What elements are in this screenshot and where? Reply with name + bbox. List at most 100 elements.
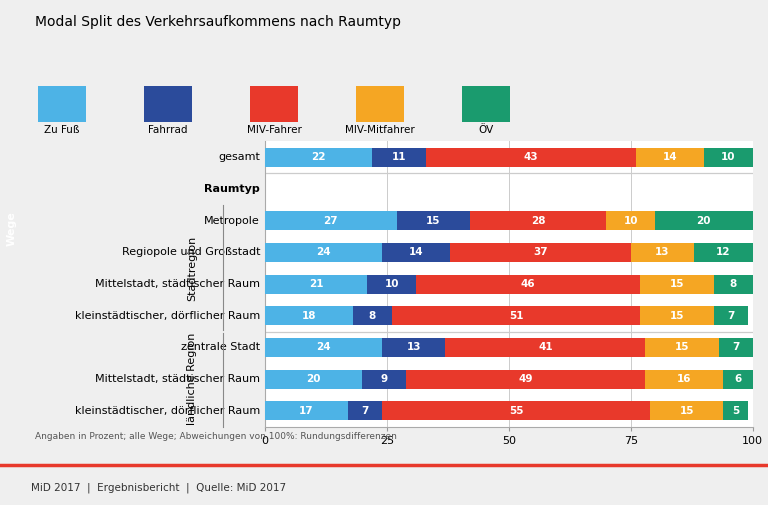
Text: 55: 55 [509, 406, 523, 416]
Bar [265, 306, 353, 325]
Bar [382, 243, 450, 262]
Bar [265, 211, 396, 230]
Text: 24: 24 [316, 247, 331, 258]
Text: 15: 15 [426, 216, 441, 226]
Text: Mittelstadt, städtischer Raum: Mittelstadt, städtischer Raum [95, 279, 260, 289]
Bar [372, 148, 426, 167]
Text: kleinstädtischer, dörflicher Raum: kleinstädtischer, dörflicher Raum [74, 311, 260, 321]
Text: 14: 14 [409, 247, 423, 258]
Text: Metropole: Metropole [204, 216, 260, 226]
Bar [470, 211, 607, 230]
Text: 43: 43 [524, 152, 538, 162]
Text: 24: 24 [316, 342, 331, 352]
Text: 6: 6 [734, 374, 742, 384]
Text: 10: 10 [385, 279, 399, 289]
Bar [704, 148, 753, 167]
Text: 10: 10 [624, 216, 638, 226]
Bar [416, 275, 641, 293]
Text: MiD 2017  |  Ergebnisbericht  |  Quelle: MiD 2017: MiD 2017 | Ergebnisbericht | Quelle: MiD… [31, 482, 286, 493]
Bar [713, 306, 748, 325]
Text: 11: 11 [392, 152, 406, 162]
Bar [348, 401, 382, 420]
Text: 7: 7 [361, 406, 369, 416]
Bar [406, 370, 645, 389]
Text: zentrale Stadt: zentrale Stadt [181, 342, 260, 352]
Bar [607, 211, 655, 230]
Bar [450, 243, 631, 262]
Text: 18: 18 [302, 311, 316, 321]
Text: Modal Split des Verkehrsaufkommens nach Raumtyp: Modal Split des Verkehrsaufkommens nach … [35, 15, 401, 29]
Text: MIV-Mitfahrer: MIV-Mitfahrer [346, 125, 415, 135]
Text: 15: 15 [680, 406, 694, 416]
Text: 21: 21 [309, 279, 323, 289]
Text: 15: 15 [674, 342, 689, 352]
Bar [265, 401, 348, 420]
Bar [362, 370, 406, 389]
Bar [265, 275, 367, 293]
Text: gesamt: gesamt [218, 152, 260, 162]
Bar [631, 243, 694, 262]
Bar [426, 148, 636, 167]
Text: 20: 20 [306, 374, 321, 384]
Bar [265, 243, 382, 262]
Bar [353, 306, 392, 325]
Text: 8: 8 [730, 279, 737, 289]
Text: kleinstädtischer, dörflicher Raum: kleinstädtischer, dörflicher Raum [74, 406, 260, 416]
Text: MIV-Fahrer: MIV-Fahrer [247, 125, 302, 135]
Text: 12: 12 [716, 247, 730, 258]
Bar [382, 401, 650, 420]
Bar [641, 275, 713, 293]
Bar [694, 243, 753, 262]
Bar [641, 306, 713, 325]
Text: 41: 41 [538, 342, 553, 352]
Text: Zu Fuß: Zu Fuß [45, 125, 80, 135]
Text: 15: 15 [670, 279, 684, 289]
Text: Wege: Wege [6, 211, 17, 246]
Bar [719, 338, 753, 357]
Text: 49: 49 [518, 374, 533, 384]
Bar [645, 338, 719, 357]
Text: 7: 7 [732, 342, 740, 352]
Text: Mittelstadt, städtischer Raum: Mittelstadt, städtischer Raum [95, 374, 260, 384]
Text: Stadtregion: Stadtregion [187, 236, 197, 301]
Bar [392, 306, 641, 325]
Text: 37: 37 [533, 247, 548, 258]
Text: 10: 10 [721, 152, 736, 162]
Text: 28: 28 [531, 216, 545, 226]
Bar [265, 148, 372, 167]
Bar [636, 148, 704, 167]
Text: 7: 7 [727, 311, 734, 321]
Bar [382, 338, 445, 357]
Bar [445, 338, 645, 357]
Text: 14: 14 [663, 152, 677, 162]
Text: Fahrrad: Fahrrad [148, 125, 188, 135]
Bar [367, 275, 416, 293]
Bar [396, 211, 470, 230]
Bar [650, 401, 723, 420]
Text: Angaben in Prozent; alle Wege; Abweichungen von 100%: Rundungsdifferenzen: Angaben in Prozent; alle Wege; Abweichun… [35, 432, 396, 441]
Text: 17: 17 [299, 406, 313, 416]
Bar [265, 338, 382, 357]
Bar [713, 275, 753, 293]
Text: ländliche Region: ländliche Region [187, 333, 197, 425]
Text: 15: 15 [670, 311, 684, 321]
Text: 13: 13 [655, 247, 670, 258]
Text: Raumtyp: Raumtyp [204, 184, 260, 194]
Bar [265, 370, 362, 389]
Text: 27: 27 [323, 216, 338, 226]
Text: 51: 51 [509, 311, 523, 321]
Text: 5: 5 [732, 406, 739, 416]
Text: 8: 8 [369, 311, 376, 321]
Text: Regiopole und Großstadt: Regiopole und Großstadt [121, 247, 260, 258]
Text: 9: 9 [381, 374, 388, 384]
Bar [723, 401, 748, 420]
Text: 16: 16 [677, 374, 692, 384]
Text: 13: 13 [406, 342, 421, 352]
Bar [655, 211, 753, 230]
Text: 20: 20 [697, 216, 711, 226]
Text: 46: 46 [521, 279, 535, 289]
Bar [645, 370, 723, 389]
Text: 22: 22 [311, 152, 326, 162]
Bar [723, 370, 753, 389]
Text: ÖV: ÖV [478, 125, 494, 135]
